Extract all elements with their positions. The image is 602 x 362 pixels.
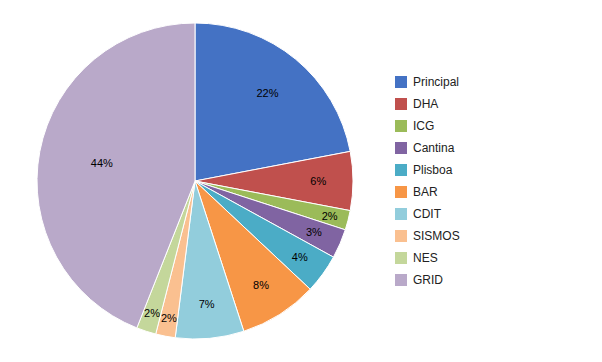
legend-label: GRID (413, 273, 443, 287)
data-label: 3% (306, 226, 322, 238)
data-label: 6% (310, 175, 326, 187)
data-label: 2% (144, 307, 160, 319)
legend: Principal DHA ICG Cantina Plisboa BAR CDIT SISM… (395, 75, 460, 287)
legend-swatch (395, 120, 407, 132)
legend-swatch (395, 164, 407, 176)
legend-label: Cantina (413, 141, 455, 155)
pie-slices (37, 23, 353, 339)
legend-swatch (395, 186, 407, 198)
legend-swatch (395, 142, 407, 154)
data-label: 8% (253, 279, 269, 291)
legend-swatch (395, 98, 407, 110)
legend-label: DHA (413, 97, 438, 111)
legend-label: Plisboa (413, 163, 453, 177)
data-label: 2% (322, 210, 338, 222)
data-label: 7% (199, 298, 215, 310)
legend-label: BAR (413, 185, 438, 199)
legend-label: Principal (413, 75, 459, 89)
legend-swatch (395, 274, 407, 286)
legend-swatch (395, 208, 407, 220)
legend-swatch (395, 76, 407, 88)
data-label: 2% (161, 312, 177, 324)
pie-labels: 22%6%2%3%4%8%7%2%2%44% (91, 87, 338, 323)
legend-label: NES (413, 251, 438, 265)
legend-label: SISMOS (413, 229, 460, 243)
legend-swatch (395, 230, 407, 242)
legend-swatch (395, 252, 407, 264)
legend-label: CDIT (413, 207, 442, 221)
chart-container: 22%6%2%3%4%8%7%2%2%44%PrincipalDHAICGCan… (0, 0, 602, 362)
legend-label: ICG (413, 119, 434, 133)
chart-svg: 22%6%2%3%4%8%7%2%2%44%PrincipalDHAICGCan… (0, 0, 602, 362)
data-label: 22% (256, 87, 278, 99)
data-label: 44% (91, 157, 113, 169)
data-label: 4% (292, 251, 308, 263)
pie-slice (37, 23, 195, 328)
